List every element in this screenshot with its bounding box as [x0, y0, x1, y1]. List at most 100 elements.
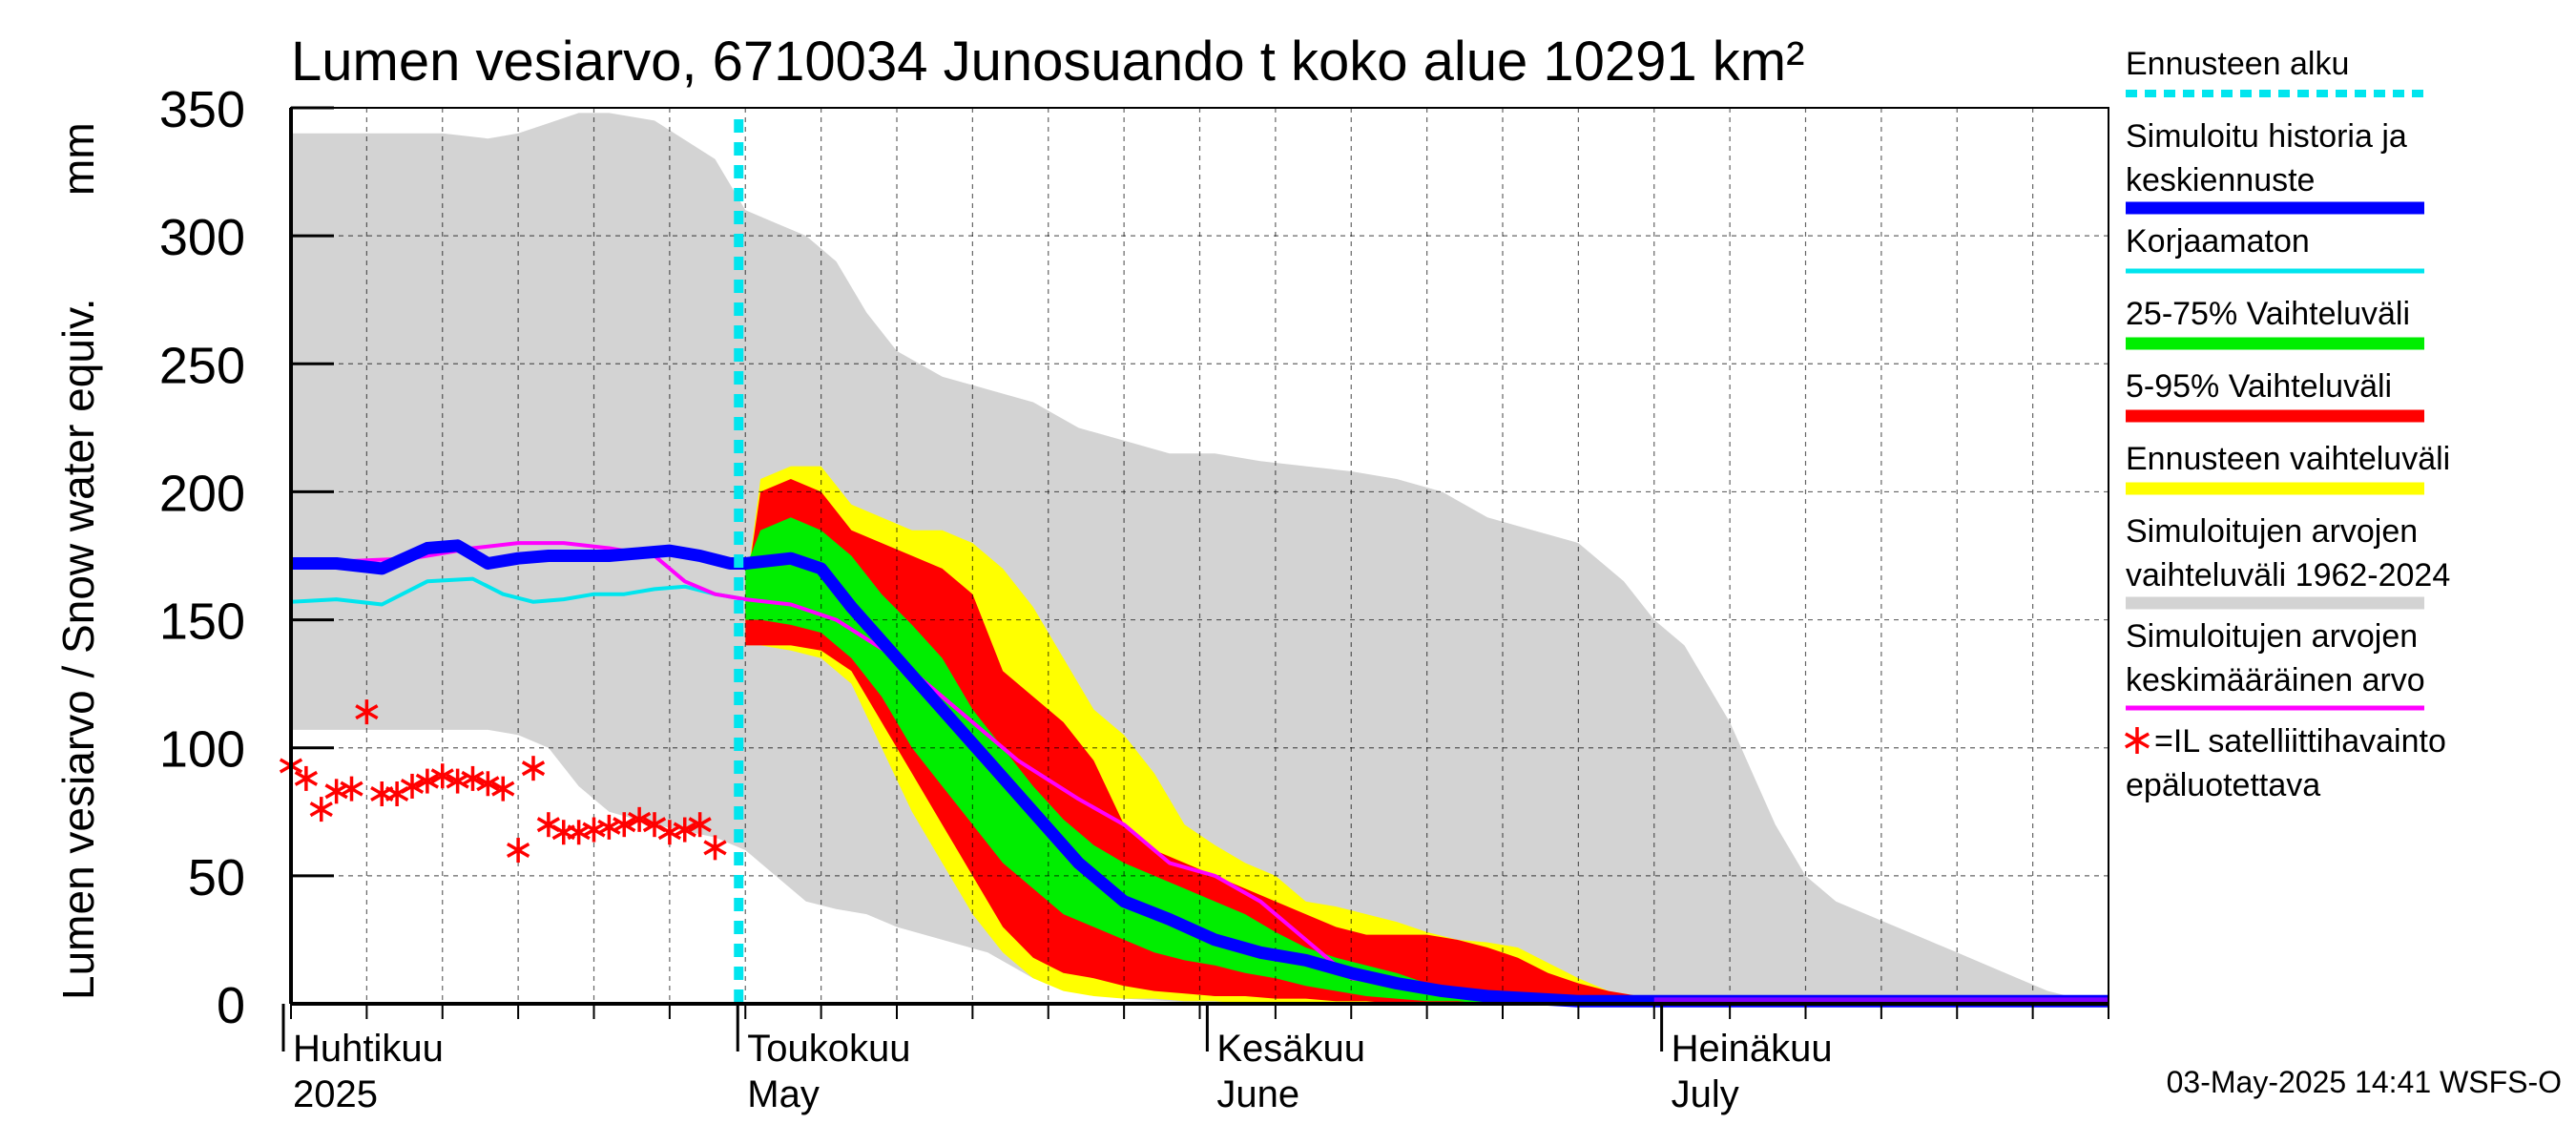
satellite-point	[613, 812, 636, 838]
satellite-point	[521, 756, 546, 781]
satellite-point	[597, 814, 621, 840]
legend-label: 5-95% Vaihteluväli	[2126, 368, 2392, 405]
legend-label-2: keskiennuste	[2126, 162, 2315, 198]
legend-label: Ennusteen alku	[2126, 46, 2349, 82]
star-stroke	[446, 773, 469, 789]
legend-label: Simuloitujen arvojen	[2126, 513, 2418, 550]
satellite-point	[688, 812, 712, 838]
star-stroke	[567, 824, 591, 841]
satellite-point	[657, 820, 682, 845]
satellite-point	[400, 773, 425, 799]
line-simulated	[291, 539, 2109, 1008]
star-stroke	[400, 778, 425, 794]
star-stroke	[703, 840, 727, 856]
star-stroke	[613, 817, 636, 833]
legend-label: Simuloitu historia ja	[2126, 118, 2407, 155]
star-stroke	[582, 822, 606, 838]
legend-label: Korjaamaton	[2126, 223, 2310, 260]
star-stroke	[506, 843, 530, 859]
star-stroke	[415, 773, 440, 789]
legend-label-2: keskimääräinen arvo	[2126, 662, 2425, 698]
band-5-95	[745, 479, 1791, 1004]
month-label-bottom: June	[1216, 1073, 1299, 1115]
star-stroke	[597, 819, 621, 835]
y-axis-unit: mm	[53, 122, 103, 196]
satellite-point	[340, 776, 364, 802]
line-uncorrected	[290, 576, 746, 607]
star-stroke	[521, 760, 546, 777]
month-label-top: Toukokuu	[747, 1028, 910, 1070]
legend-label: 25-75% Vaihteluväli	[2126, 296, 2410, 332]
satellite-point	[355, 699, 379, 725]
legend-item: Simuloitu historia ja keskiennuste	[2126, 118, 2424, 215]
legend-item: =IL satelliittihavainto epäluotettava	[2125, 723, 2446, 803]
plot-area	[279, 107, 2109, 1008]
y-tick-label: 150	[159, 593, 245, 651]
star-stroke	[627, 811, 652, 827]
month-label-bottom: May	[747, 1073, 820, 1115]
month-label-top: Kesäkuu	[1216, 1028, 1365, 1070]
star-stroke	[309, 802, 333, 818]
satellite-point	[703, 835, 727, 861]
legend-swatch	[2125, 727, 2150, 754]
y-tick-label: 250	[159, 337, 245, 394]
satellite-point	[673, 817, 696, 843]
legend-item: Ennusteen vaihteluväli	[2126, 441, 2450, 495]
satellite-point	[430, 763, 454, 789]
star-stroke	[673, 822, 696, 838]
star-stroke	[294, 770, 319, 786]
month-label-top: Huhtikuu	[293, 1028, 444, 1070]
legend: Ennusteen alku Simuloitu historia ja keski…	[2125, 46, 2450, 803]
satellite-point	[582, 817, 606, 843]
y-tick-label: 50	[188, 849, 245, 906]
satellite-point	[506, 838, 530, 864]
star-stroke	[324, 783, 348, 800]
star-stroke	[657, 824, 682, 841]
y-tick-label: 350	[159, 81, 245, 138]
satellite-point	[309, 797, 333, 822]
month-label-bottom: 2025	[293, 1073, 378, 1115]
y-tick-label: 100	[159, 721, 245, 779]
timestamp: 03-May-2025 14:41 WSFS-O	[2167, 1065, 2562, 1099]
star-stroke	[491, 781, 515, 797]
satellite-point	[491, 776, 515, 802]
chart-title: Lumen vesiarvo, 6710034 Junosuando t kok…	[291, 31, 1804, 93]
satellite-point	[294, 765, 319, 791]
month-label-top: Heinäkuu	[1672, 1028, 1833, 1070]
legend-item: Korjaamaton	[2126, 223, 2424, 274]
legend-item: 25-75% Vaihteluväli	[2126, 296, 2424, 350]
star-stroke	[340, 781, 364, 797]
legend-label: Ennusteen vaihteluväli	[2126, 441, 2450, 477]
legend-item: Simuloitujen arvojen vaihteluväli 1962-20…	[2126, 513, 2450, 610]
satellite-point	[446, 768, 469, 794]
y-axis-label: Lumen vesiarvo / Snow water equiv.	[53, 298, 103, 1000]
legend-label-2: vaihteluväli 1962-2024	[2126, 557, 2450, 593]
satellite-point	[476, 771, 500, 797]
legend-item: 5-95% Vaihteluväli	[2126, 368, 2424, 423]
star-stroke	[430, 768, 454, 784]
y-tick-label: 200	[159, 465, 245, 522]
legend-label-2: epäluotettava	[2126, 767, 2320, 803]
satellite-point	[415, 768, 440, 794]
satellite-point	[567, 820, 591, 845]
legend-label: Simuloitujen arvojen	[2126, 618, 2418, 655]
star-stroke	[688, 817, 712, 833]
legend-item: Simuloitujen arvojen keskimääräinen arvo	[2126, 618, 2425, 711]
star-stroke	[461, 770, 485, 786]
star-stroke	[355, 704, 379, 720]
legend-label: =IL satelliittihavainto	[2154, 723, 2446, 760]
star-stroke	[476, 776, 500, 792]
satellite-point	[461, 765, 485, 791]
month-label-bottom: July	[1672, 1073, 1739, 1115]
star-stroke	[384, 785, 409, 802]
y-tick-label: 300	[159, 209, 245, 266]
legend-item: Ennusteen alku	[2126, 46, 2424, 97]
satellite-point	[324, 779, 348, 804]
star-stroke	[2125, 732, 2150, 749]
band-25-75	[745, 517, 1700, 1004]
y-tick-label: 0	[217, 977, 245, 1034]
satellite-point	[627, 806, 652, 832]
